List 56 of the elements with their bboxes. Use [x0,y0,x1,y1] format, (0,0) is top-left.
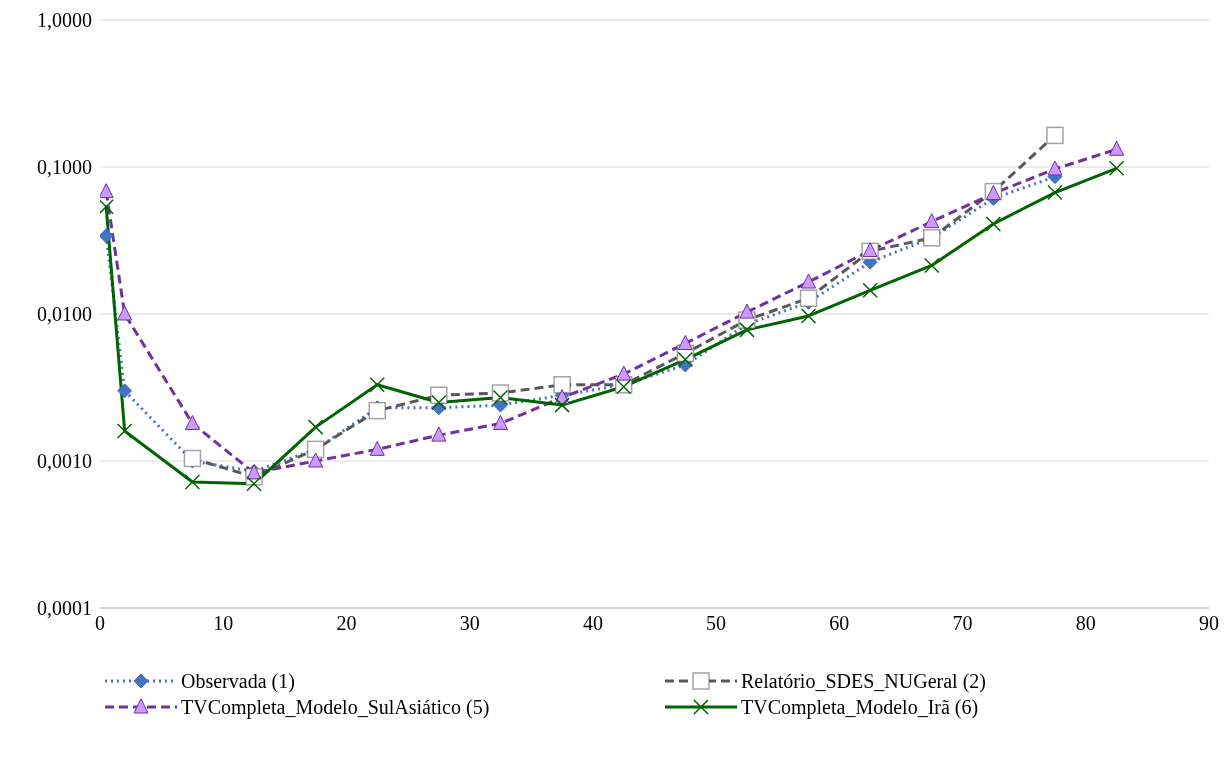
x-tick-label: 0 [95,612,105,635]
point [246,476,262,492]
point [117,383,133,399]
point [308,452,324,468]
point [554,397,570,413]
legend-label: Relatório_SDES_NUGeral (2) [741,669,986,693]
point [1047,184,1063,201]
point [801,273,817,289]
point [739,322,755,338]
point [924,213,940,229]
x-tick-label: 70 [952,612,973,635]
point [184,474,201,490]
point [800,308,817,324]
y-tick-label: 0,0100 [37,303,92,326]
point [553,376,571,394]
point [1046,126,1064,145]
y-tick-label: 0,0010 [37,450,92,473]
point [183,449,202,468]
point [677,351,694,368]
x-tick-label: 50 [706,612,727,635]
x-tick-label: 80 [1075,612,1096,635]
point [116,423,133,439]
point [799,289,818,307]
point [184,414,200,430]
point [739,303,755,319]
y-tick-label: 1,0000 [37,9,92,32]
point [924,257,940,274]
point [1108,160,1125,177]
point [1047,160,1063,176]
point [369,377,385,393]
point [117,305,133,321]
point [862,282,878,299]
point [1109,140,1125,156]
y-tick-label: 0,0001 [37,597,92,620]
legend-label: TVCompleta_Modelo_SulAsiático (5) [181,695,490,719]
x-tick-label: 20 [336,612,357,635]
legend-label: TVCompleta_Modelo_Irã (6) [741,695,979,719]
point [369,440,385,456]
x-tick-label: 90 [1199,612,1219,635]
x-tick-label: 30 [459,612,480,635]
point [100,183,114,199]
point [307,419,324,435]
point [492,414,508,430]
point [431,426,447,442]
x-tick-label: 40 [582,612,603,635]
point [677,335,693,350]
point [100,228,114,244]
point [985,216,1002,232]
x-tick-label: 10 [213,612,234,635]
point [492,389,509,406]
point [431,394,447,411]
point [616,365,632,381]
point [368,401,386,420]
x-tick-label: 60 [829,612,850,635]
y-tick-label: 0,1000 [37,156,92,179]
legend-label: Observada (1) [181,669,295,693]
